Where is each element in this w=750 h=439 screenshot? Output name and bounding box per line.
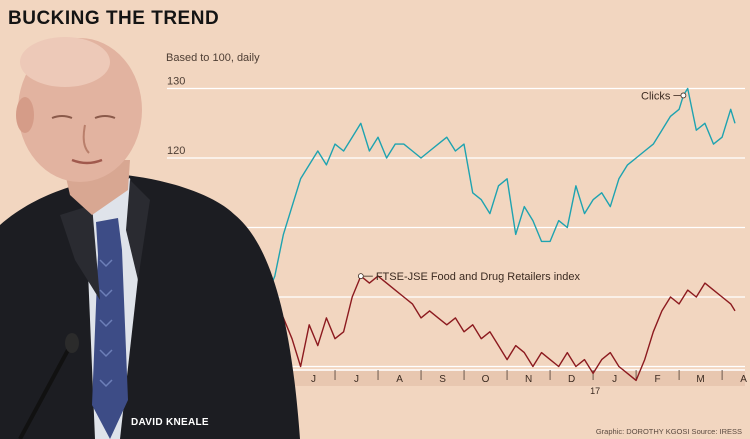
person-photo: [0, 37, 300, 439]
x-tick-label: A: [740, 374, 747, 385]
chart-title: BUCKING THE TREND: [8, 8, 220, 29]
y-tick-label: 130: [167, 76, 185, 88]
annotation-label-ftse-jse: FTSE-JSE Food and Drug Retailers index: [376, 271, 581, 283]
chart-subtitle: Based to 100, daily: [166, 52, 260, 64]
x-tick-label: F: [655, 374, 661, 385]
x-tick-label: N: [525, 374, 532, 385]
x-tick-label: S: [439, 374, 446, 385]
x-tick-label: J: [311, 374, 316, 385]
x-tick-label: J: [612, 374, 617, 385]
source-credit: Graphic: DOROTHY KGOSI Source: IRESS: [595, 427, 742, 436]
annotation-label-clicks: Clicks: [641, 90, 671, 102]
y-tick-label: 120: [167, 145, 185, 157]
x-tick-label: J: [354, 374, 359, 385]
x-axis-band: [205, 370, 745, 386]
x-tick-sublabel: 17: [590, 386, 600, 396]
series-line-ftse-jse-index: [205, 275, 736, 382]
x-tick-label: A: [396, 374, 403, 385]
x-tick-label: D: [568, 374, 575, 385]
x-tick-label: M: [696, 374, 704, 385]
annotation-marker: [357, 273, 364, 280]
person-caption: DAVID KNEALE: [131, 417, 209, 428]
x-tick-label: O: [482, 374, 490, 385]
annotations: Clicks FTSE-JSE Food and Drug Retailers i…: [357, 90, 687, 283]
annotation-marker: [680, 92, 687, 99]
